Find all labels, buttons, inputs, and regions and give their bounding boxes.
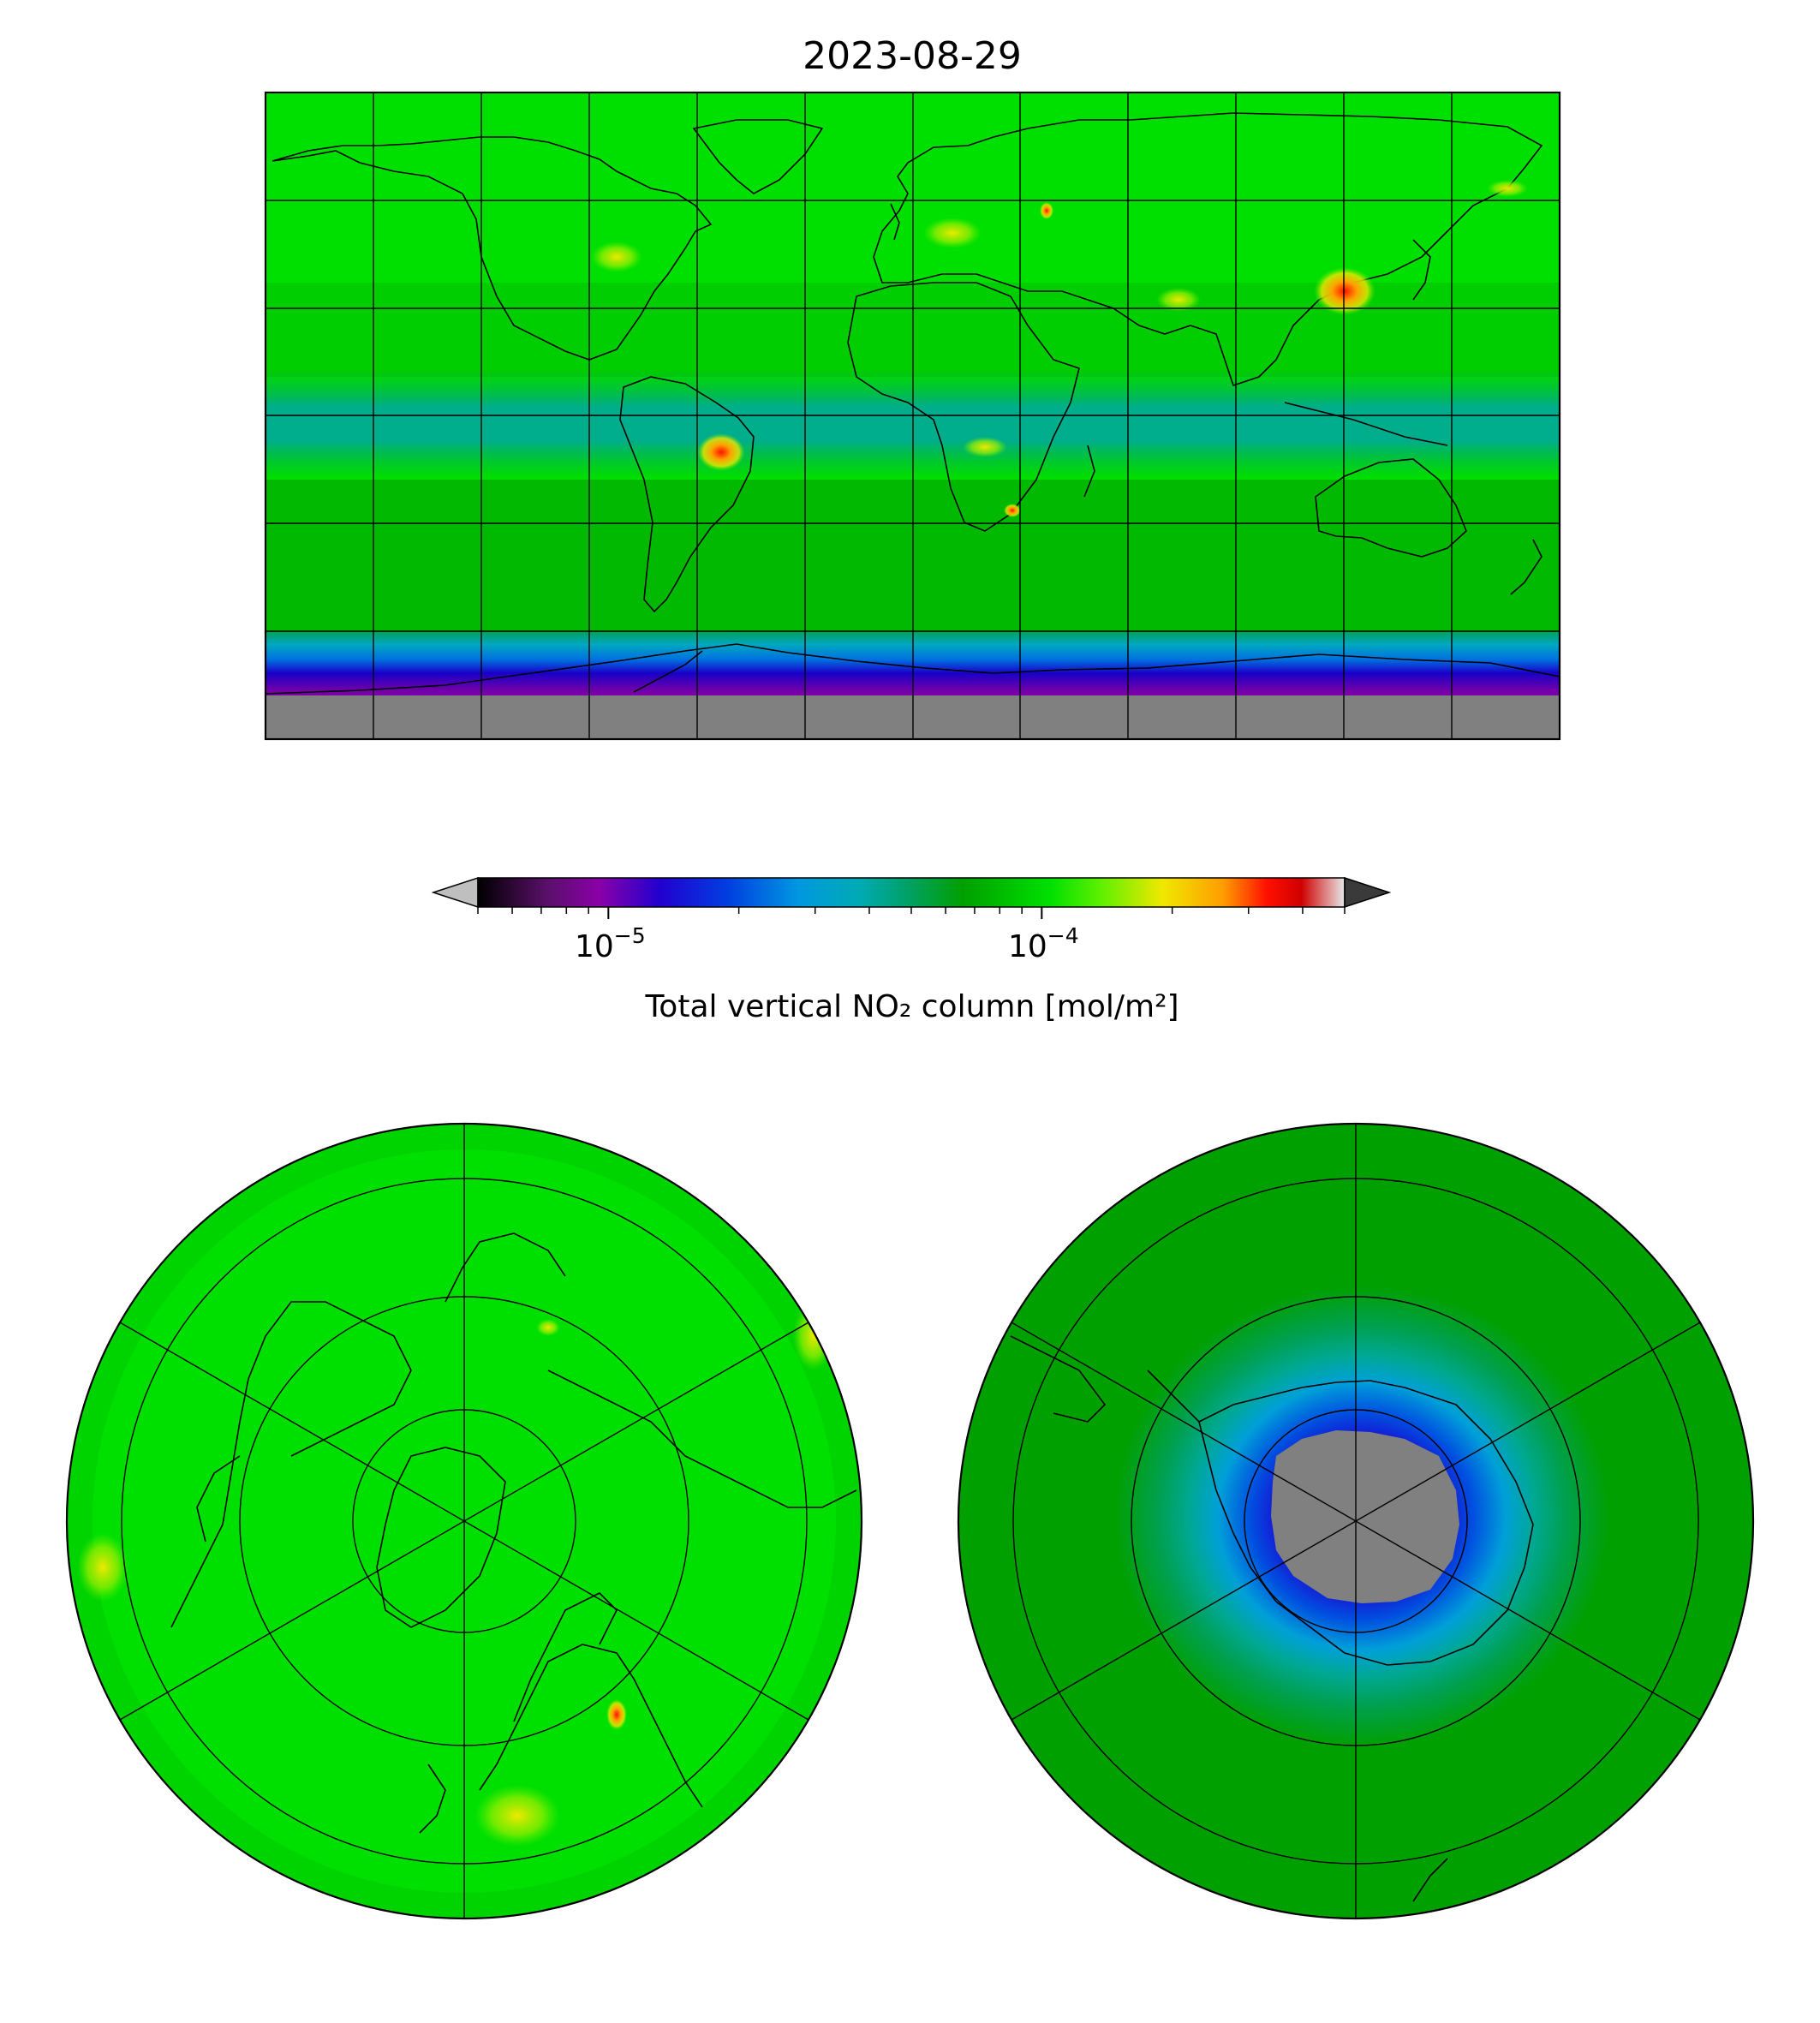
north-coast-hudson — [196, 1455, 241, 1543]
south-coast-south-america — [1010, 1335, 1107, 1423]
south-nodata-cap — [1271, 1430, 1459, 1603]
south-coast-peninsula — [1147, 1370, 1200, 1423]
colorbar-tick-label: 10−4 — [1008, 923, 1079, 964]
colorbar-extend-over — [1344, 876, 1392, 909]
colorbar-tick-label-exponent: −4 — [1047, 923, 1079, 948]
coast-japan — [1412, 239, 1431, 301]
colorbar-extend-under — [431, 876, 479, 909]
south-graticule — [1011, 1124, 1701, 1919]
coast-uk — [890, 203, 900, 241]
global-coastlines — [266, 112, 1560, 695]
coast-africa — [847, 282, 1080, 532]
coast-antarctica — [266, 643, 1560, 695]
coast-new-zealand — [1510, 539, 1543, 595]
south-coast-antarctica — [1198, 1380, 1534, 1666]
global-graticule — [266, 92, 1560, 739]
hotspot-europe — [923, 218, 982, 248]
coast-madagascar — [1083, 445, 1095, 498]
colorbar-major-ticks — [607, 907, 1043, 919]
coast-greenland — [692, 119, 824, 194]
south-polar-map — [958, 1124, 1753, 1919]
global-map-frame — [264, 91, 1561, 741]
coast-indonesia — [1284, 402, 1448, 446]
hotspot-usa-east — [591, 242, 642, 272]
coast-eurasia — [873, 112, 1543, 387]
hotspot-central-africa — [963, 437, 1007, 457]
global-hotspots — [591, 180, 1528, 517]
hotspot-moscow — [1040, 202, 1053, 219]
colorbar-tick-label-base: 10 — [1008, 929, 1047, 964]
north-polar-map — [67, 1124, 862, 1919]
figure-title: 2023-08-29 — [803, 34, 1022, 78]
hotspot-china — [1314, 267, 1375, 315]
north-coast-scandinavia — [513, 1592, 618, 1722]
colorbar: 10−5 10−4 Total vertical NO₂ column [mol/… — [431, 876, 1392, 1024]
colorbar-tick-label: 10−5 — [575, 923, 646, 964]
north-coast-alaska — [445, 1232, 566, 1303]
north-coast-siberia — [547, 1370, 857, 1508]
global-map — [266, 92, 1560, 739]
north-coast-greenland — [376, 1447, 506, 1628]
hotspot-south-africa — [1004, 504, 1021, 517]
south-map-frame — [957, 1122, 1755, 1920]
coast-antarctic-peninsula — [633, 650, 703, 693]
north-hotspot-moscow — [606, 1699, 627, 1730]
north-graticule — [119, 1124, 809, 1919]
hotspot-india — [1156, 288, 1201, 312]
hotspot-brazil — [697, 433, 745, 471]
coast-australia — [1315, 458, 1467, 558]
coast-north-america — [272, 136, 713, 361]
north-coast-britain — [419, 1763, 446, 1834]
colorbar-minor-ticks — [477, 907, 1346, 914]
north-hotspot-usa — [77, 1533, 128, 1602]
colorbar-gradient — [477, 877, 1346, 908]
north-hotspot-europe — [474, 1785, 560, 1847]
north-coastlines — [170, 1232, 857, 1834]
north-hotspot-siberia — [536, 1319, 560, 1336]
colorbar-tick-labels: 10−5 10−4 — [575, 923, 1079, 964]
colorbar-tick-label-base: 10 — [575, 929, 614, 964]
north-coast-canada — [170, 1301, 412, 1628]
colorbar-tick-label-exponent: −5 — [614, 923, 646, 948]
south-coast-new-zealand — [1412, 1858, 1448, 1902]
coast-south-america — [619, 376, 755, 613]
north-coast-europe — [479, 1644, 703, 1808]
hotspot-siberia — [1487, 180, 1528, 197]
north-map-frame — [65, 1122, 863, 1920]
colorbar-label: Total vertical NO₂ column [mol/m²] — [644, 989, 1179, 1024]
